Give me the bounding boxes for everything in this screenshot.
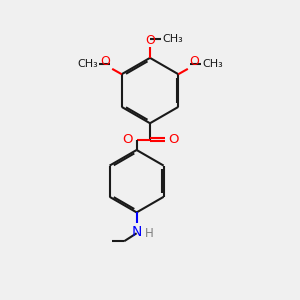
Text: O: O bbox=[145, 34, 155, 46]
Text: CH₃: CH₃ bbox=[77, 59, 98, 69]
Text: N: N bbox=[131, 225, 142, 239]
Text: O: O bbox=[168, 133, 179, 146]
Text: O: O bbox=[100, 55, 110, 68]
Text: CH₃: CH₃ bbox=[202, 59, 223, 69]
Text: CH₃: CH₃ bbox=[163, 34, 183, 44]
Text: O: O bbox=[123, 133, 133, 146]
Text: O: O bbox=[190, 55, 200, 68]
Text: H: H bbox=[145, 227, 154, 240]
